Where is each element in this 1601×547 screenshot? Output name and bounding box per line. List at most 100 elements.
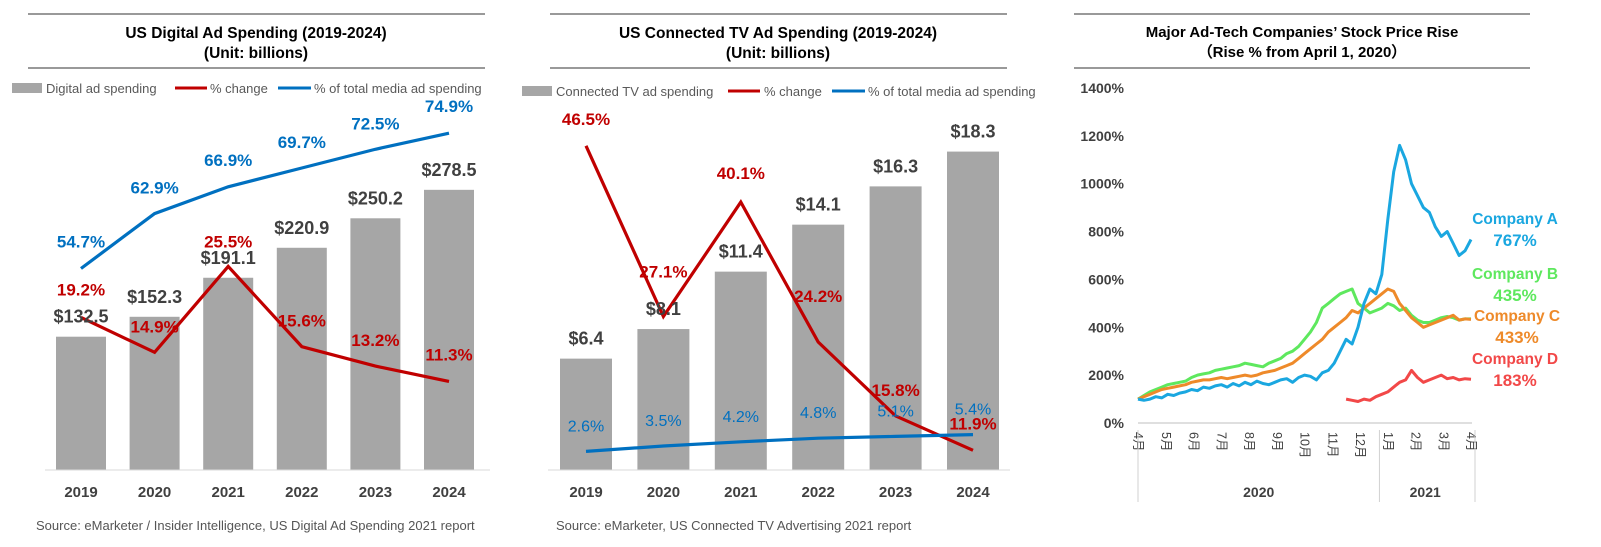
x-tick-label: 2024 [956,484,990,501]
bar-value-label: $278.5 [421,160,476,180]
y-tick-label: 200% [1088,367,1124,383]
pct-total-label: 66.9% [204,151,252,170]
x-tick-label: 6月 [1187,432,1201,451]
series-line-company-b [1137,287,1471,401]
x-tick-label: 10月 [1298,432,1312,458]
series-end-value-label: 435% [1493,286,1536,305]
bar [869,186,922,470]
chart-panel-ctv: US Connected TV Ad Spending (2019-2024) … [520,0,1060,547]
x-year-label: 2021 [1410,484,1441,500]
bar-value-label: $14.1 [796,195,841,215]
pct-total-label: 74.9% [425,97,473,116]
pct-total-label: 3.5% [645,413,681,430]
chart-subtitle: (Unit: billions) [204,45,308,62]
series-end-value-label: 767% [1493,231,1536,250]
bar-value-label: $16.3 [873,156,918,176]
bar [203,277,254,470]
x-tick-label: 9月 [1270,432,1284,451]
series-line-pct-change [584,145,974,452]
x-tick-label: 2020 [138,484,171,501]
bar-value-label: $191.1 [201,248,256,268]
pct-change-label: 27.1% [639,263,687,282]
y-tick-label: 600% [1088,271,1124,287]
pct-total-label: 72.5% [351,114,399,133]
series-line-company-c [1137,287,1472,401]
bar [560,358,612,470]
x-tick-label: 3月 [1436,432,1450,451]
series-line-pct-total [80,131,450,270]
chart-subtitle: （Rise % from April 1, 2020） [1198,43,1407,61]
source-note: Source: eMarketer, US Connected TV Adver… [556,518,912,533]
x-year-label: 2020 [1243,484,1274,500]
x-tick-label: 8月 [1242,432,1256,451]
x-tick-label: 2021 [724,484,757,501]
bar [947,151,999,470]
chart-title: US Digital Ad Spending (2019-2024) [125,25,386,42]
pct-change-label: 19.2% [57,280,105,299]
x-tick-label: 2024 [432,484,466,501]
stock-chart: Major Ad-Tech Companies’ Stock Price Ris… [1074,13,1560,502]
bar-value-label: $6.4 [568,329,603,349]
series-line-pct-change [80,264,450,384]
series-name-label: Company C [1474,308,1560,325]
pct-total-label: 54.7% [57,233,105,252]
y-tick-label: 0% [1104,415,1125,431]
x-tick-label: 2月 [1409,432,1423,451]
legend-label-bar: Digital ad spending [46,81,157,96]
pct-total-label: 4.2% [723,409,759,426]
bar-value-label: $220.9 [274,218,329,238]
pct-change-label: 46.5% [562,110,610,129]
pct-change-label: 15.8% [871,381,919,400]
x-tick-label: 4月 [1464,432,1478,451]
x-tick-label: 2019 [64,484,97,501]
x-tick-label: 7月 [1214,432,1228,451]
source-note: Source: eMarketer / Insider Intelligence… [36,518,475,533]
y-tick-label: 1400% [1080,80,1124,96]
pct-change-label: 25.5% [204,232,252,251]
bar-value-label: $18.3 [950,122,995,142]
pct-total-label: 5.1% [877,403,913,420]
legend-swatch-bar [12,83,42,93]
pct-change-label: 24.2% [794,287,842,306]
x-tick-label: 2022 [802,484,835,501]
y-tick-label: 1200% [1080,128,1124,144]
bar-value-label: $250.2 [348,188,403,208]
bar-value-label: $132.5 [53,307,108,327]
chart-panel-stocks: Major Ad-Tech Companies’ Stock Price Ris… [1060,0,1601,547]
chart-panel-digital: US Digital Ad Spending (2019-2024) (Unit… [0,0,520,547]
x-tick-label: 2021 [212,484,245,501]
x-tick-label: 2020 [647,484,680,501]
bar [792,224,845,470]
legend-label-blue: % of total media ad spending [868,84,1036,99]
ctv-ad-chart: US Connected TV Ad Spending (2019-2024) … [522,13,1036,501]
bar [714,271,767,470]
series-line-company-d [1345,368,1472,403]
bar-value-label: $152.3 [127,287,182,307]
legend-label-bar: Connected TV ad spending [556,84,713,99]
pct-total-label: 69.7% [278,133,326,152]
digital-ad-chart: US Digital Ad Spending (2019-2024) (Unit… [12,13,490,501]
series-name-label: Company D [1472,351,1558,368]
x-tick-label: 2023 [359,484,392,501]
pct-change-label: 15.6% [278,312,326,331]
bar-value-label: $11.4 [719,242,763,262]
x-tick-label: 12月 [1353,432,1367,458]
x-tick-label: 5月 [1159,432,1173,451]
pct-total-label: 62.9% [130,179,178,198]
legend-label-blue: % of total media ad spending [314,81,482,96]
chart-subtitle: (Unit: billions) [726,45,830,62]
chart-title: Major Ad-Tech Companies’ Stock Price Ris… [1146,24,1459,41]
x-tick-label: 2023 [879,484,912,501]
bar [424,189,474,471]
pct-change-label: 14.9% [130,317,178,336]
series-line-pct-total [585,433,974,453]
bar [276,247,327,470]
legend-label-red: % change [210,81,268,96]
bar [129,316,180,470]
pct-change-label: 11.3% [425,345,472,364]
legend-label-red: % change [764,84,822,99]
y-tick-label: 400% [1088,319,1124,335]
series-end-value-label: 183% [1493,371,1536,390]
bar [350,218,401,470]
pct-total-label: 2.6% [568,418,604,435]
